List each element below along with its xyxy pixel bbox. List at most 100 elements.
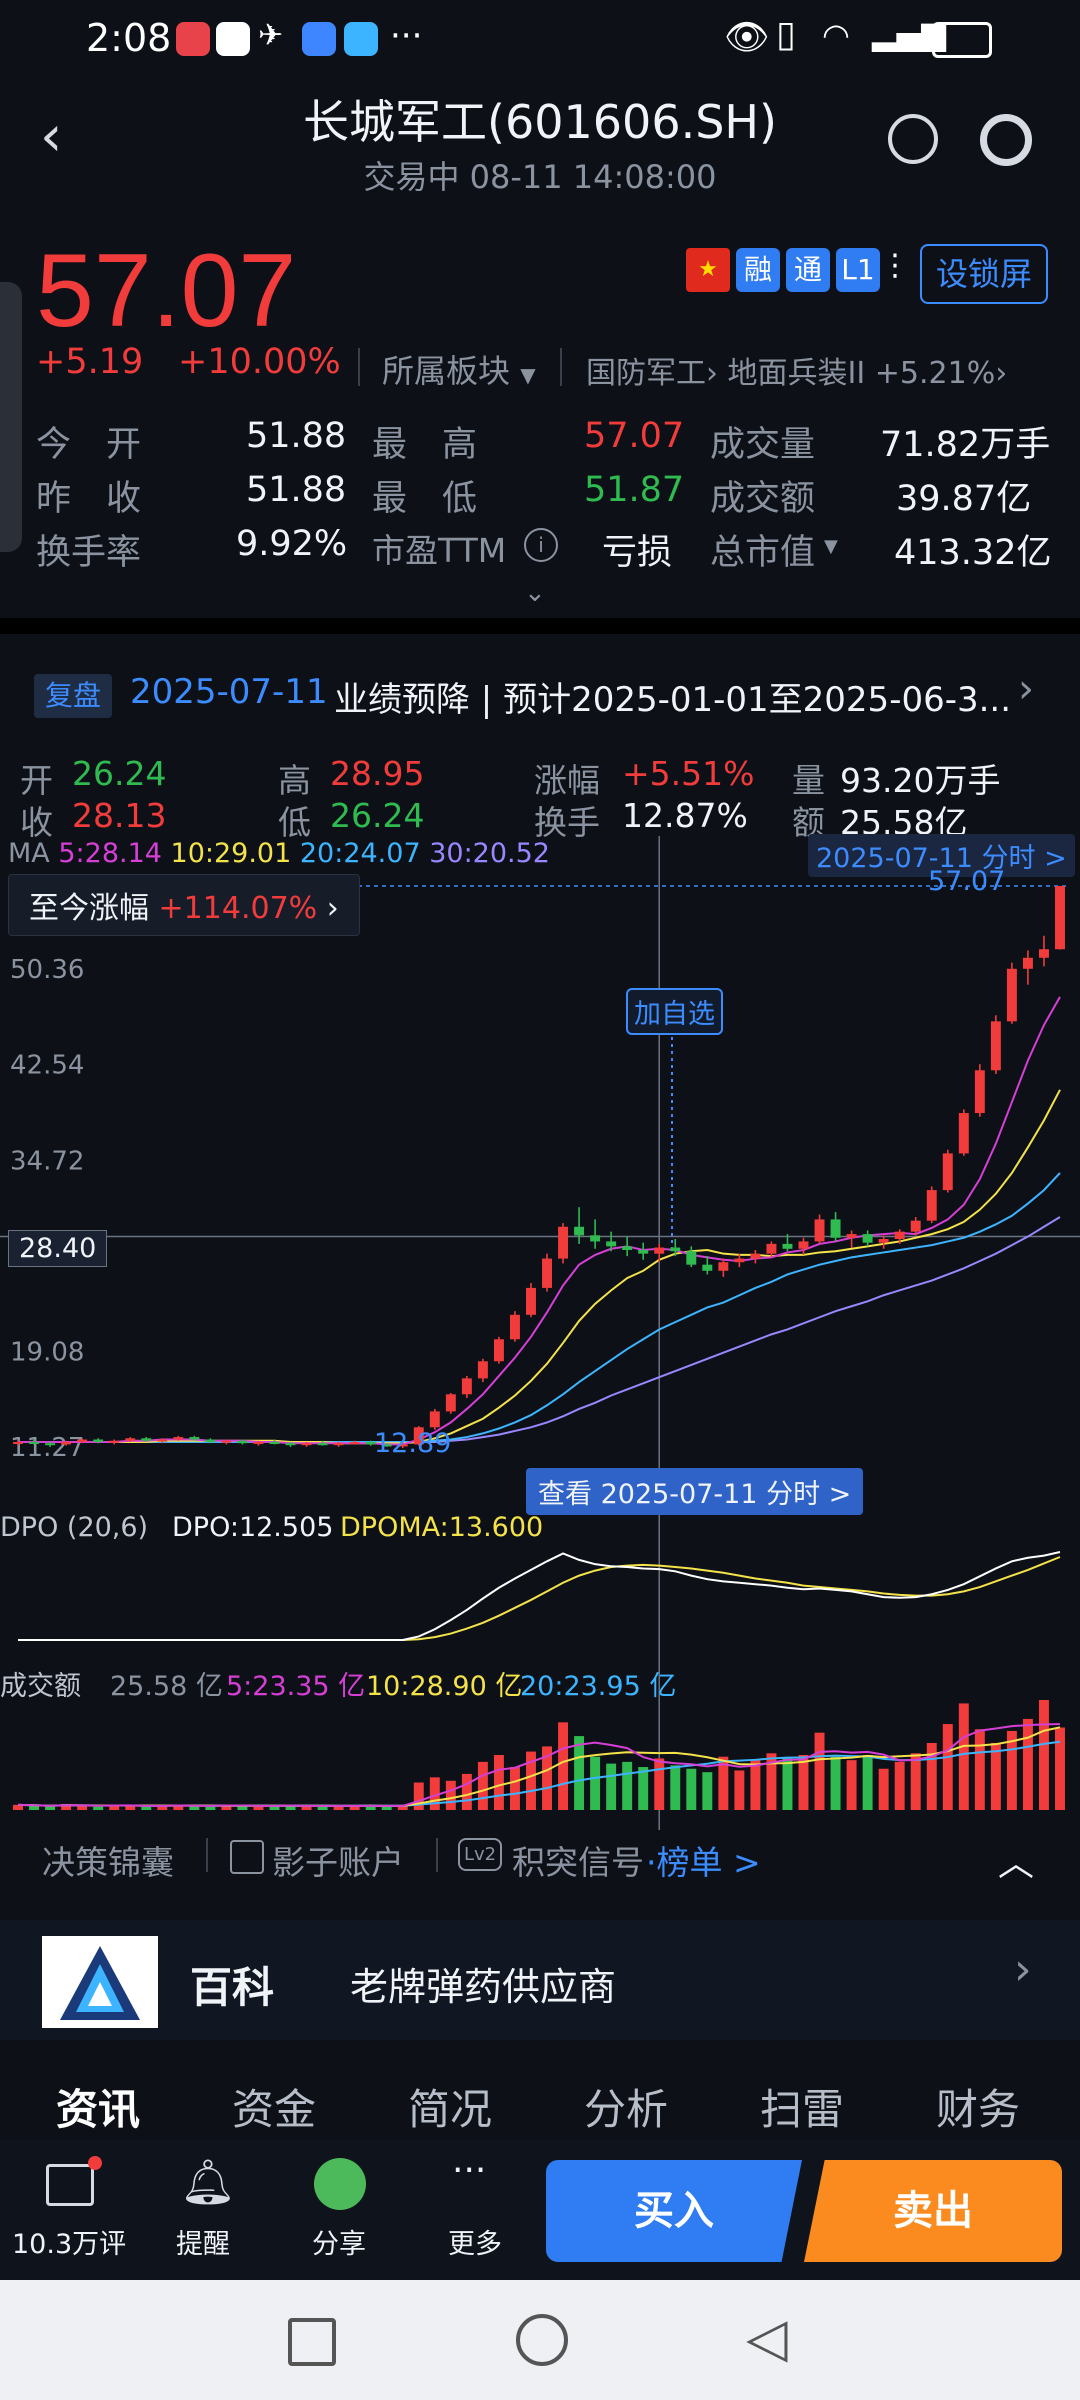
amount-bar bbox=[285, 1804, 296, 1810]
comment-icon[interactable] bbox=[46, 2164, 94, 2206]
status-time: 2:08 bbox=[86, 16, 172, 60]
lv2-icon: Lv2 bbox=[458, 1838, 503, 1871]
candle-body bbox=[798, 1241, 809, 1249]
ohlc-chg-label: 涨幅 bbox=[534, 761, 600, 800]
amount-ma5-line bbox=[17, 1723, 1061, 1807]
amount-bar bbox=[782, 1758, 793, 1810]
candle-body bbox=[13, 1441, 23, 1444]
amount-bar bbox=[766, 1753, 777, 1810]
ohlc-close-label: 收 bbox=[20, 803, 53, 842]
amount-bar bbox=[590, 1756, 601, 1810]
bell-icon[interactable]: 🔔︎ bbox=[180, 2157, 236, 2208]
amount-bar bbox=[814, 1732, 825, 1810]
ring-menu-icon[interactable] bbox=[980, 114, 1032, 166]
amount-bar bbox=[974, 1729, 985, 1810]
share-label[interactable]: 分享 bbox=[312, 2229, 366, 2260]
tab-profile[interactable]: 简况 bbox=[408, 2085, 493, 2134]
collapse-icon[interactable]: ︿ bbox=[998, 1843, 1035, 1884]
sector-dropdown[interactable]: 所属板块 ▼ bbox=[382, 346, 536, 392]
signal-link[interactable]: 积突信号 bbox=[512, 1843, 644, 1882]
amount-bar bbox=[1006, 1730, 1017, 1810]
connect-badge[interactable]: 通 bbox=[786, 248, 830, 292]
tab-finance[interactable]: 财务 bbox=[936, 2085, 1021, 2134]
candle-body bbox=[750, 1253, 761, 1259]
cloud-app-icon bbox=[302, 22, 336, 56]
system-nav-bar: ◁ bbox=[0, 2280, 1080, 2400]
comments-label[interactable]: 10.3万评 bbox=[12, 2229, 127, 2260]
divider bbox=[436, 1838, 438, 1872]
wechat-icon[interactable] bbox=[314, 2158, 366, 2210]
sell-button[interactable]: 卖出 bbox=[804, 2160, 1062, 2262]
ma-legend: MA 5:28.14 10:29.01 20:24.07 30:20.52 bbox=[8, 838, 550, 869]
level1-badge[interactable]: L1 bbox=[836, 248, 880, 292]
back-button[interactable]: ◁ bbox=[746, 2306, 788, 2369]
baike-card[interactable]: 百科 老牌弹药供应商 › bbox=[0, 1920, 1080, 2040]
amount-bar bbox=[958, 1703, 969, 1810]
candle-body bbox=[542, 1258, 552, 1288]
divider bbox=[560, 348, 562, 386]
candle-body bbox=[1038, 949, 1049, 958]
tab-funds[interactable]: 资金 bbox=[232, 2085, 317, 2134]
buy-button[interactable]: 买入 bbox=[546, 2160, 802, 2262]
tab-risk-scan[interactable]: 扫雷 bbox=[760, 2085, 845, 2134]
stat-label-high: 最 高 bbox=[372, 425, 478, 465]
ma5-line bbox=[18, 996, 1061, 1446]
amount-bar bbox=[381, 1806, 392, 1810]
info-icon[interactable]: i bbox=[524, 528, 558, 562]
amount-bar bbox=[29, 1805, 40, 1810]
candle-body bbox=[814, 1219, 825, 1242]
search-icon[interactable] bbox=[888, 114, 938, 164]
candle-body bbox=[1055, 886, 1065, 950]
amount-bar bbox=[13, 1804, 23, 1810]
amount-bar bbox=[862, 1755, 873, 1810]
company-logo bbox=[42, 1936, 158, 2028]
amount-legend-label: 成交额 bbox=[0, 1671, 81, 1702]
more-label[interactable]: 更多 bbox=[448, 2229, 502, 2260]
badge-more-icon[interactable]: ⋮ bbox=[880, 248, 910, 283]
expand-chevron-icon[interactable]: ⌄ bbox=[524, 578, 546, 608]
tab-news[interactable]: 资讯 bbox=[56, 2085, 141, 2134]
decision-kit-link[interactable]: 决策锦囊 bbox=[42, 1843, 174, 1882]
amount-bar bbox=[638, 1767, 649, 1810]
candle-body bbox=[381, 1444, 392, 1447]
ma-label: MA bbox=[8, 838, 50, 869]
ohlc-low-label: 低 bbox=[278, 803, 311, 842]
lock-screen-button[interactable]: 设锁屏 bbox=[920, 244, 1048, 304]
amount-bar bbox=[734, 1770, 745, 1810]
add-watchlist-tag[interactable]: 加自选 bbox=[626, 988, 723, 1035]
candle-body bbox=[622, 1246, 633, 1250]
unread-dot bbox=[88, 2156, 102, 2170]
kline-chart[interactable]: 开 26.24 高 28.95 涨幅 +5.51% 量 93.20万手 收 28… bbox=[0, 740, 1080, 1840]
stat-value-low: 51.87 bbox=[584, 470, 685, 510]
divider bbox=[206, 1838, 208, 1872]
y-tick-label: 50.36 bbox=[10, 955, 84, 985]
tab-analysis[interactable]: 分析 bbox=[584, 2085, 669, 2134]
back-icon[interactable]: ‹ bbox=[40, 104, 63, 169]
amount-bar bbox=[718, 1756, 729, 1810]
candle-body bbox=[237, 1440, 248, 1444]
shadow-account-link[interactable]: 影子账户 bbox=[272, 1843, 404, 1882]
recent-apps-button[interactable] bbox=[288, 2318, 336, 2366]
margin-badge[interactable]: 融 bbox=[736, 248, 780, 292]
left-edge-handle[interactable] bbox=[0, 282, 22, 552]
intraday-date-tag[interactable]: 2025-07-11 分时 > bbox=[808, 834, 1075, 877]
home-button[interactable] bbox=[516, 2314, 568, 2366]
ohlc-open: 26.24 bbox=[72, 754, 167, 793]
remind-label[interactable]: 提醒 bbox=[176, 2229, 230, 2260]
stat-label-market-cap[interactable]: 总市值 bbox=[710, 533, 816, 573]
stat-value-prev-close: 51.88 bbox=[246, 470, 347, 510]
amount-bar bbox=[542, 1746, 552, 1810]
ranking-link[interactable]: ·榜单 > bbox=[646, 1843, 761, 1882]
wifi-icon: ◠ bbox=[822, 16, 850, 54]
sector-path[interactable]: 国防军工› 地面兵装II +5.21%› bbox=[586, 356, 1008, 391]
low-price-label: 12.89 bbox=[374, 1428, 451, 1459]
more-icon[interactable]: ··· bbox=[452, 2150, 487, 2191]
view-intraday-button[interactable]: 查看 2025-07-11 分时 > bbox=[526, 1468, 864, 1515]
amount-bar bbox=[397, 1805, 408, 1810]
candle-body bbox=[670, 1247, 681, 1252]
ohlc-high-label: 高 bbox=[278, 761, 311, 800]
cumulative-gain-box[interactable]: 至今涨幅 +114.07% › bbox=[8, 874, 360, 936]
header: ‹ 长城军工(601606.SH) 交易中 08-11 14:08:00 bbox=[0, 80, 1080, 210]
notice-bar[interactable]: 复盘 2025-07-11 业绩预降 | 预计2025-01-01至2025-0… bbox=[0, 652, 1080, 742]
kline-svg[interactable]: 50.36 42.54 34.72 19.08 11.27 57.07 12.89 bbox=[0, 740, 1080, 1830]
